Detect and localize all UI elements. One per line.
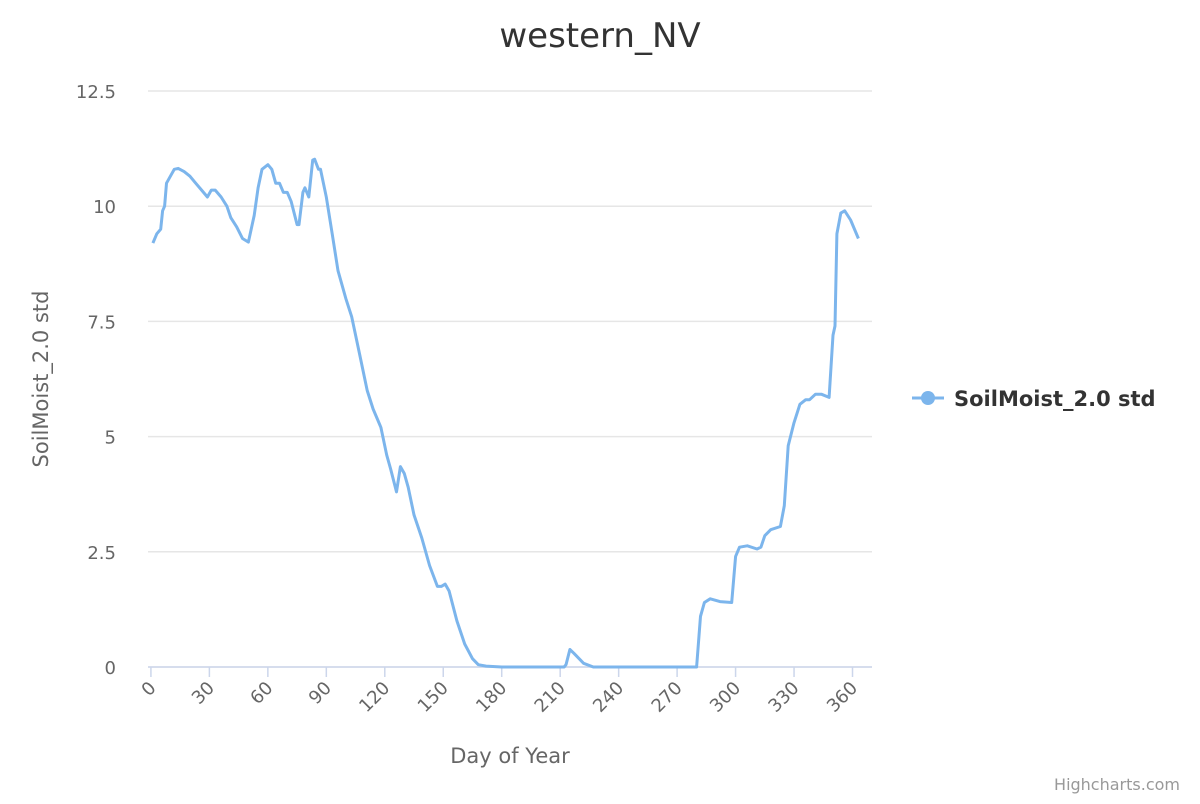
y-tick-label: 12.5 [76, 82, 116, 103]
y-tick-label: 5 [105, 428, 116, 449]
credit: Highcharts.com [1054, 775, 1180, 794]
legend-label[interactable]: SoilMoist_2.0 std [954, 387, 1156, 411]
x-tick-label: 0 [138, 678, 161, 701]
chart-title: western_NV [499, 16, 700, 56]
x-tick-label: 60 [246, 678, 277, 709]
y-tick-label: 7.5 [87, 312, 116, 333]
x-tick-label: 120 [355, 678, 394, 717]
x-tick-label: 30 [188, 678, 219, 709]
y-tick-label: 0 [105, 658, 116, 679]
x-tick-label: 330 [764, 678, 803, 717]
x-tick-label: 300 [706, 678, 745, 717]
x-tick-label: 180 [472, 678, 511, 717]
line [151, 157, 860, 669]
legend-marker [921, 391, 935, 405]
x-tick-label: 210 [531, 678, 570, 717]
x-tick-label: 90 [305, 678, 336, 709]
x-tick-label: 270 [648, 678, 687, 717]
x-axis-title: Day of Year [450, 744, 570, 768]
y-axis-title: SoilMoist_2.0 std [29, 291, 54, 468]
y-tick-label: 10 [93, 197, 116, 218]
y-tick-label: 2.5 [87, 543, 116, 564]
x-tick-label: 360 [823, 678, 862, 717]
x-tick-label: 240 [589, 678, 628, 717]
x-tick-label: 150 [414, 678, 453, 717]
